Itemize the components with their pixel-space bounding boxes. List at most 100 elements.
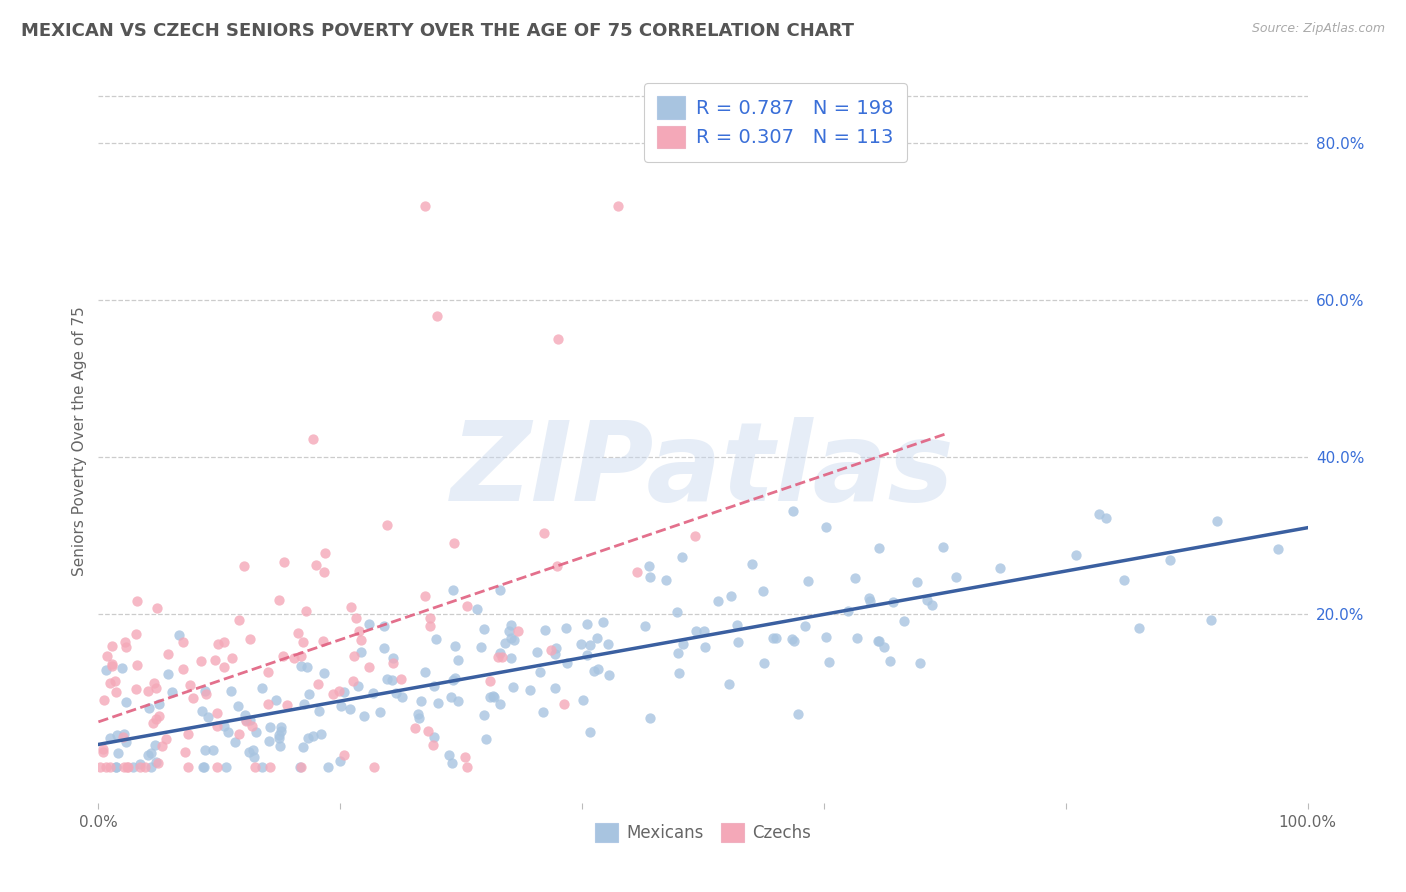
Point: [381, 673, 404, 687]
Point: [494, 636, 516, 650]
Point: [98, 760, 121, 774]
Point: [342, 674, 364, 689]
Point: [685, 529, 707, 543]
Point: [204, 653, 226, 667]
Point: [148, 709, 170, 723]
Point: [195, 686, 218, 700]
Point: [437, 747, 460, 762]
Point: [422, 738, 444, 752]
Point: [444, 671, 467, 685]
Point: [235, 714, 257, 728]
Point: [176, 727, 198, 741]
Point: [270, 724, 292, 739]
Point: [312, 666, 335, 681]
Point: [212, 719, 235, 733]
Point: [626, 565, 648, 579]
Point: [145, 681, 167, 695]
Point: [114, 734, 136, 748]
Point: [266, 693, 288, 707]
Point: [426, 696, 449, 710]
Point: [205, 719, 228, 733]
Point: [167, 627, 190, 641]
Point: [115, 640, 138, 654]
Point: [256, 665, 278, 679]
Point: [671, 550, 693, 565]
Point: [668, 666, 690, 681]
Point: [482, 689, 505, 703]
Point: [290, 760, 312, 774]
Point: [145, 600, 167, 615]
Point: [921, 598, 943, 612]
Point: [228, 699, 250, 714]
Point: [932, 540, 955, 554]
Point: [725, 618, 748, 632]
Point: [529, 665, 551, 679]
Point: [105, 685, 128, 699]
Point: [340, 600, 363, 615]
Point: [269, 728, 291, 742]
Point: [329, 755, 352, 769]
Point: [269, 592, 291, 607]
Point: [312, 565, 335, 579]
Point: [693, 624, 716, 639]
Point: [373, 619, 395, 633]
Point: [273, 555, 295, 569]
Point: [547, 333, 569, 347]
Point: [197, 710, 219, 724]
Point: [526, 645, 548, 659]
Point: [1088, 507, 1111, 521]
Point: [148, 697, 170, 711]
Point: [474, 731, 496, 746]
Point: [111, 731, 134, 745]
Point: [416, 724, 439, 739]
Point: [453, 750, 475, 764]
Point: [350, 632, 373, 647]
Point: [94, 760, 117, 774]
Point: [501, 651, 523, 665]
Point: [301, 432, 323, 446]
Point: [472, 622, 495, 636]
Point: [328, 683, 350, 698]
Point: [668, 646, 690, 660]
Point: [413, 199, 436, 213]
Point: [344, 611, 367, 625]
Point: [915, 592, 938, 607]
Point: [373, 640, 395, 655]
Point: [531, 706, 554, 720]
Point: [160, 685, 183, 699]
Point: [546, 559, 568, 574]
Point: [404, 721, 426, 735]
Point: [571, 693, 593, 707]
Point: [179, 678, 201, 692]
Point: [555, 621, 578, 635]
Point: [157, 667, 180, 681]
Point: [717, 676, 740, 690]
Point: [544, 647, 567, 661]
Point: [172, 635, 194, 649]
Point: [138, 684, 160, 698]
Point: [98, 676, 121, 690]
Point: [685, 624, 707, 639]
Point: [607, 199, 630, 213]
Point: [145, 755, 167, 769]
Point: [127, 657, 149, 672]
Point: [482, 690, 505, 704]
Point: [104, 674, 127, 689]
Point: [640, 570, 662, 584]
Point: [419, 611, 441, 625]
Point: [720, 589, 742, 603]
Point: [486, 649, 509, 664]
Point: [316, 759, 339, 773]
Point: [269, 739, 291, 753]
Point: [368, 705, 391, 719]
Point: [907, 575, 929, 590]
Point: [443, 535, 465, 549]
Point: [233, 559, 256, 574]
Point: [575, 616, 598, 631]
Point: [235, 713, 257, 727]
Point: [305, 558, 328, 572]
Point: [228, 727, 250, 741]
Point: [212, 635, 235, 649]
Point: [100, 659, 122, 673]
Point: [155, 731, 177, 746]
